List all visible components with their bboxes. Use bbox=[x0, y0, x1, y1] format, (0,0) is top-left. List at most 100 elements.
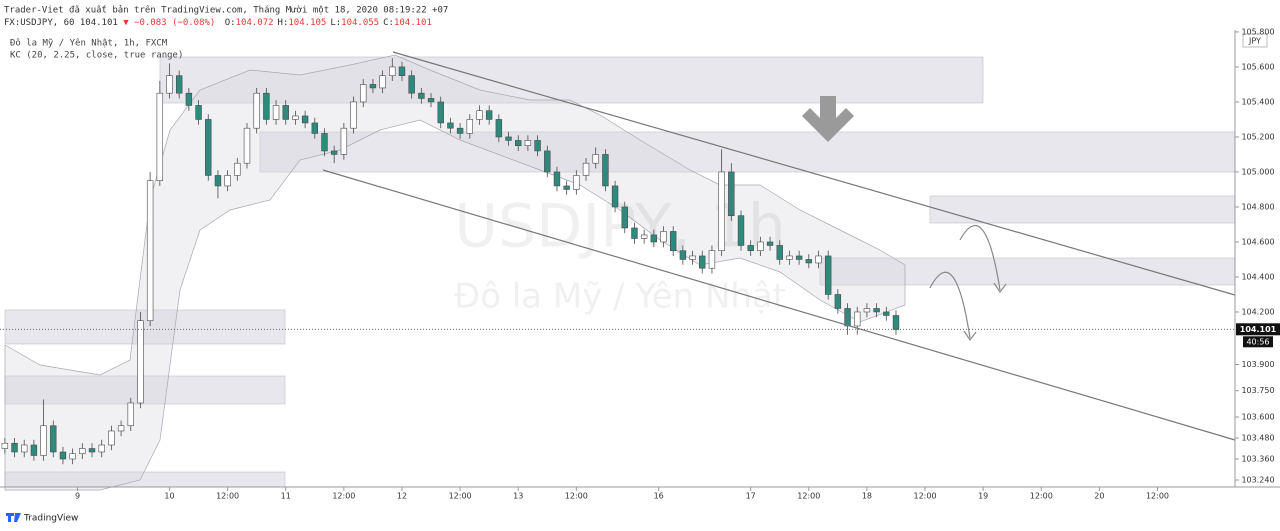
ohlc-value: 104.105 bbox=[288, 18, 326, 28]
candle-body bbox=[205, 119, 212, 176]
candle-body bbox=[398, 66, 406, 76]
x-tick-label: 20 bbox=[1094, 492, 1104, 501]
candle-body bbox=[776, 245, 783, 260]
candle-body bbox=[844, 308, 851, 327]
candle-body bbox=[272, 105, 280, 120]
channel-line bbox=[392, 51, 1236, 296]
candle-body bbox=[699, 255, 706, 269]
candle-body bbox=[224, 175, 231, 187]
y-tick-label: 104.600 bbox=[1241, 237, 1274, 246]
candle-body bbox=[795, 255, 803, 260]
candle-body bbox=[98, 444, 105, 453]
x-tick-label: 17 bbox=[746, 492, 756, 501]
candle-body bbox=[534, 140, 541, 152]
last-price-box bbox=[1236, 323, 1280, 336]
y-tick-label: 104.400 bbox=[1241, 272, 1274, 281]
candle-body bbox=[418, 92, 425, 99]
candle-body bbox=[301, 115, 309, 124]
candle-body bbox=[582, 162, 590, 176]
y-tick-label: 103.750 bbox=[1241, 386, 1274, 395]
channel-line bbox=[322, 169, 1236, 441]
y-tick-label: 103.600 bbox=[1241, 412, 1274, 421]
candle-body bbox=[524, 140, 532, 146]
candle-body bbox=[786, 255, 793, 260]
candle-body bbox=[447, 122, 454, 129]
symbol-line: FX:USDJPY, 60 104.101 ▼ −0.083 (−0.08%) … bbox=[4, 18, 432, 28]
x-tick-label: 19 bbox=[978, 492, 988, 501]
candle-body bbox=[214, 175, 222, 187]
x-tick-label: 12:00 bbox=[1146, 492, 1169, 501]
zone bbox=[159, 56, 984, 104]
candle-body bbox=[883, 311, 890, 316]
candle-body bbox=[602, 154, 609, 187]
candle-body bbox=[592, 154, 599, 164]
arrow-head bbox=[963, 330, 977, 342]
candle-body bbox=[175, 75, 183, 94]
candle-body bbox=[195, 105, 202, 120]
candle-body bbox=[573, 175, 580, 190]
candle-body bbox=[824, 255, 832, 295]
candle-body bbox=[292, 115, 299, 120]
legend-indicator: KC (20, 2.25, close, true range) bbox=[10, 51, 183, 61]
candle-body bbox=[282, 105, 289, 120]
zones bbox=[4, 56, 1236, 488]
candle-body bbox=[553, 171, 561, 187]
ohlc-label: C: bbox=[383, 18, 394, 28]
candle-body bbox=[156, 92, 164, 181]
candle-body bbox=[166, 75, 173, 94]
candle-body bbox=[505, 136, 512, 141]
curved-arrow bbox=[959, 225, 1001, 291]
candle-body bbox=[805, 259, 813, 264]
currency-box bbox=[1242, 33, 1268, 48]
y-tick-label: 103.360 bbox=[1241, 454, 1274, 463]
candle-body bbox=[340, 127, 348, 155]
y-tick-label: 103.480 bbox=[1241, 433, 1274, 442]
candle-body bbox=[660, 231, 667, 243]
y-tick-label: 105.000 bbox=[1241, 167, 1274, 176]
y-tick-label: 104.800 bbox=[1241, 202, 1274, 211]
ohlc-label: O: bbox=[225, 18, 236, 28]
x-tick-label: 18 bbox=[862, 492, 872, 501]
watermark-symbol: USDJPY, 1h bbox=[454, 192, 786, 262]
x-tick-label: 9 bbox=[75, 492, 80, 501]
candle-body bbox=[718, 171, 725, 252]
candle-body bbox=[21, 444, 28, 453]
candle-body bbox=[728, 171, 735, 217]
zone bbox=[929, 195, 1236, 224]
candle-body bbox=[495, 119, 503, 138]
candle-body bbox=[854, 311, 861, 327]
candle-body bbox=[679, 250, 687, 260]
y-tick-label: 105.200 bbox=[1241, 132, 1274, 141]
candle-body bbox=[137, 320, 144, 404]
keltner-band bbox=[4, 54, 906, 491]
candle-body bbox=[747, 245, 754, 252]
candle-body bbox=[689, 255, 696, 260]
candle-body bbox=[863, 308, 871, 313]
candle-body bbox=[79, 448, 86, 455]
candle-body bbox=[631, 227, 638, 239]
zone bbox=[819, 257, 1236, 286]
candle-body bbox=[108, 430, 115, 446]
y-tick-label: 105.800 bbox=[1241, 27, 1274, 36]
candle-body bbox=[873, 308, 880, 313]
x-tick-label: 16 bbox=[654, 492, 664, 501]
candle-body bbox=[117, 425, 125, 432]
x-tick-label: 11 bbox=[281, 492, 291, 501]
candle-body bbox=[427, 98, 435, 103]
zone bbox=[259, 131, 1236, 173]
candle-body bbox=[485, 110, 493, 120]
ohlc-value: 104.101 bbox=[394, 18, 432, 28]
candle-body bbox=[815, 255, 822, 264]
ohlc-label: L: bbox=[330, 18, 341, 28]
candle-body bbox=[127, 402, 134, 427]
candle-body bbox=[640, 234, 648, 239]
x-tick-label: 12:00 bbox=[914, 492, 937, 501]
candle-body bbox=[321, 133, 328, 152]
x-tick-label: 12:00 bbox=[216, 492, 239, 501]
x-tick-label: 12 bbox=[397, 492, 407, 501]
last-price-label: 104.101 bbox=[1240, 325, 1277, 334]
currency: JPY bbox=[1248, 37, 1261, 46]
candle-body bbox=[437, 101, 444, 124]
y-tick-label: 105.400 bbox=[1241, 97, 1274, 106]
